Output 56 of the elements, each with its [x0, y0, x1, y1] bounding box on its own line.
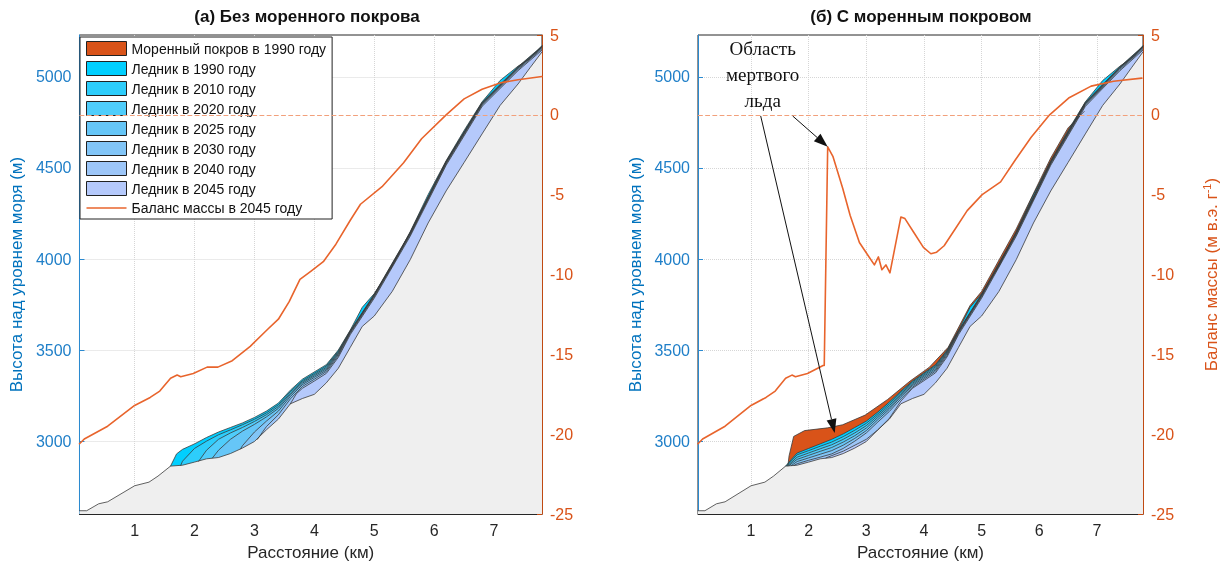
y2-tick-label: 5 [550, 26, 559, 44]
y2-tick-label: -5 [1151, 186, 1166, 204]
y2-tick-label: -20 [1151, 425, 1175, 443]
y-tick-label: 4000 [35, 250, 72, 268]
legend-label: Ледник в 2040 году [131, 160, 256, 177]
y-tick-label: 3500 [35, 341, 72, 359]
legend-label: Ледник в 2025 году [131, 120, 256, 137]
y-tick-label: 4500 [654, 159, 691, 177]
y2-tick-label: 5 [1151, 26, 1160, 44]
x-tick-label: 3 [249, 521, 259, 539]
y-tick-label: 4500 [35, 159, 72, 177]
y-tick-label: 3500 [654, 341, 691, 359]
y2-tick-label: -25 [550, 505, 574, 523]
y-axis-title: Высота над уровнем моря (м) [7, 156, 26, 393]
x-tick-label: 4 [919, 521, 929, 539]
annotation: Область мертвого льда [725, 37, 801, 113]
x-tick-label: 3 [861, 521, 871, 539]
legend-label: Ледник в 2010 году [131, 80, 256, 97]
x-axis-title: Расстояние (км) [247, 543, 375, 562]
y2-tick-label: -5 [550, 186, 565, 204]
y-tick-label: 4000 [654, 250, 691, 268]
y2-tick-label: -20 [550, 425, 574, 443]
legend-label: Моренный покров в 1990 году [131, 40, 327, 57]
x-tick-label: 7 [1092, 521, 1102, 539]
y2-tick-label: 0 [550, 106, 559, 124]
x-tick-label: 5 [369, 521, 379, 539]
x-tick-label: 1 [130, 521, 140, 539]
x-tick-label: 2 [190, 521, 200, 539]
y2-tick-label: -10 [550, 266, 574, 283]
chart-title: (а) Без моренного покрова [194, 7, 421, 26]
y2-tick-label: -10 [1151, 266, 1175, 283]
y2-axis-title: Баланс массы (м в.э. г-1) [1200, 177, 1221, 372]
x-tick-label: 6 [429, 521, 439, 539]
y-tick-label: 5000 [654, 68, 691, 86]
y-axis-title: Высота над уровнем моря (м) [625, 156, 645, 393]
x-axis-title: Расстояние (км) [857, 543, 984, 562]
y-tick-label: 5000 [35, 68, 72, 86]
y2-tick-label: -25 [1151, 505, 1175, 523]
y2-tick-label: 0 [1151, 106, 1160, 124]
legend-label: Ледник в 2030 году [131, 140, 256, 157]
y-tick-label: 3000 [35, 432, 72, 450]
legend-label: Ледник в 2045 году [131, 180, 256, 197]
x-tick-label: 5 [977, 521, 987, 539]
x-tick-label: 6 [1034, 521, 1044, 539]
legend-label: Баланс массы в 2045 году [131, 200, 303, 216]
legend-label: Ледник в 1990 году [131, 60, 256, 77]
chart-title: (б) С моренным покровом [810, 7, 1032, 26]
y2-tick-label: -15 [550, 345, 574, 363]
x-tick-label: 4 [309, 521, 319, 539]
x-tick-label: 7 [489, 521, 499, 539]
x-tick-label: 1 [746, 521, 756, 539]
line-series [78, 75, 543, 445]
legend-label: Ледник в 2020 году [131, 100, 256, 117]
x-tick-label: 2 [804, 521, 814, 539]
y2-tick-label: -15 [1151, 345, 1175, 363]
y-tick-label: 3000 [654, 432, 691, 450]
